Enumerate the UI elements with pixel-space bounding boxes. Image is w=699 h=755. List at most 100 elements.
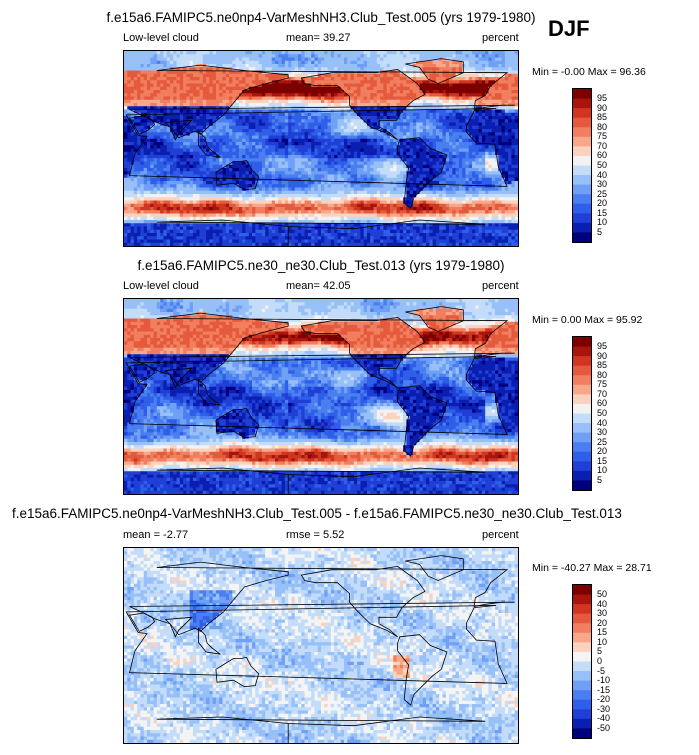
map-cell — [173, 168, 177, 172]
map-cell — [307, 77, 312, 81]
map-cell — [124, 148, 128, 153]
map-cell — [458, 67, 463, 71]
map-cell — [353, 80, 358, 84]
map-cell — [370, 168, 374, 172]
map-cell — [268, 80, 273, 84]
map-cell — [383, 93, 388, 97]
map-cell — [317, 90, 322, 94]
map-cell — [321, 142, 325, 146]
map-cell — [179, 158, 184, 162]
map-cell — [321, 90, 325, 94]
map-cell — [248, 80, 253, 84]
map-cell — [314, 171, 319, 175]
map-cell — [225, 148, 230, 153]
map-cell — [465, 54, 470, 58]
map-cell — [222, 64, 227, 68]
map-cell — [137, 64, 141, 68]
map-cell — [337, 168, 342, 172]
map-cell — [160, 103, 164, 107]
map-cell — [242, 112, 246, 117]
map-cell — [353, 77, 358, 81]
map-cell — [192, 168, 197, 172]
map-cell — [350, 57, 355, 62]
map-cell — [265, 164, 269, 169]
map-cell — [219, 174, 223, 179]
map-cell — [294, 142, 299, 146]
map-cell — [472, 96, 476, 101]
map-cell — [156, 181, 161, 185]
map-cell — [183, 145, 187, 149]
map-cell — [403, 67, 407, 71]
map-cell — [156, 155, 161, 159]
map-cell — [156, 86, 161, 91]
map-cell — [186, 158, 191, 162]
map-cell — [153, 99, 158, 104]
map-cell — [439, 77, 443, 81]
map-cell — [261, 125, 266, 130]
map-cell — [212, 122, 217, 127]
map-cell — [206, 132, 210, 136]
map-cell — [137, 54, 141, 58]
map-cell — [363, 103, 368, 107]
map-cell — [406, 64, 411, 68]
map-cell — [173, 184, 177, 188]
map-cell — [406, 125, 411, 130]
map-cell — [389, 112, 394, 117]
map-cell — [380, 135, 384, 140]
map-cell — [284, 99, 289, 104]
map-cell — [245, 54, 250, 58]
map-cell — [468, 125, 473, 130]
map-cell — [511, 132, 516, 136]
map-cell — [281, 96, 286, 101]
map-cell — [429, 51, 434, 55]
map-cell — [173, 54, 177, 58]
map-cell — [389, 64, 394, 68]
map-cell — [317, 116, 322, 120]
map-cell — [347, 93, 351, 97]
map-cell — [146, 64, 151, 68]
map-cell — [412, 93, 417, 97]
map-cell — [150, 145, 154, 149]
map-cell — [488, 155, 493, 159]
map-cell — [399, 119, 404, 123]
map-cell — [363, 83, 368, 88]
map-cell — [124, 116, 128, 120]
map-cell — [215, 86, 220, 91]
map-cell — [353, 125, 358, 130]
map-cell — [242, 119, 246, 123]
map-cell — [340, 171, 345, 175]
map-cell — [393, 109, 397, 114]
map-cell — [514, 67, 518, 71]
map-cell — [186, 99, 191, 104]
map-cell — [176, 73, 181, 78]
map-cell — [153, 109, 158, 114]
map-cell — [393, 119, 397, 123]
map-cell — [488, 83, 493, 88]
map-cell — [281, 70, 286, 75]
map-cell — [481, 138, 486, 143]
map-cell — [324, 90, 328, 94]
map-cell — [248, 57, 253, 62]
map-cell — [426, 142, 430, 146]
map-cell — [271, 70, 276, 75]
map-cell — [143, 184, 148, 188]
map-cell — [432, 109, 437, 114]
map-cell — [366, 142, 371, 146]
map-cell — [416, 90, 420, 94]
map-cell — [412, 77, 417, 81]
map-cell — [363, 129, 368, 133]
map-cell — [327, 148, 332, 153]
map-cell — [281, 54, 286, 58]
map-cell — [393, 122, 397, 127]
map-cell — [468, 181, 473, 185]
map-cell — [357, 168, 361, 172]
map-cell — [261, 119, 266, 123]
map-cell — [340, 135, 345, 140]
map-cell — [219, 125, 223, 130]
map-cell — [376, 129, 381, 133]
map-cell — [317, 103, 322, 107]
map-cell — [340, 138, 345, 143]
map-cell — [291, 86, 296, 91]
map-cell — [160, 155, 164, 159]
map-cell — [370, 73, 374, 78]
